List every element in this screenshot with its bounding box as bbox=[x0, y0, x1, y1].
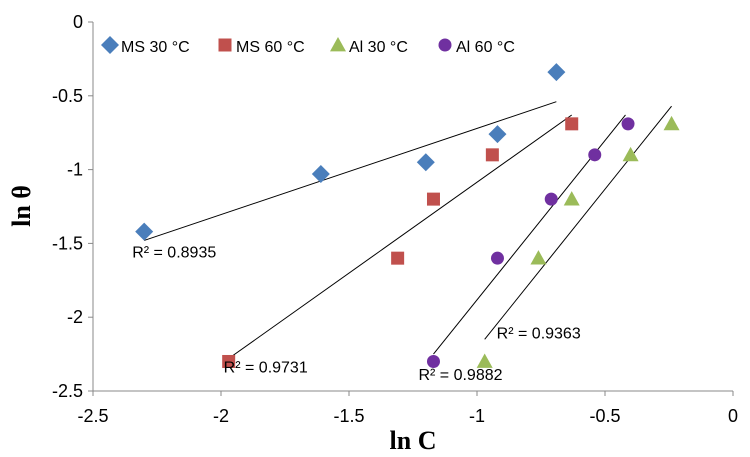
trendlines bbox=[144, 101, 672, 359]
data-point-square bbox=[485, 148, 499, 162]
trendline-ms30 bbox=[144, 101, 557, 241]
x-tick-label: -0.5 bbox=[589, 406, 620, 426]
x-tick-label: -2 bbox=[213, 406, 229, 426]
data-point-triangle bbox=[622, 146, 639, 162]
data-point-diamond bbox=[547, 63, 566, 82]
legend-label: MS 30 °C bbox=[121, 39, 190, 56]
data-point-triangle bbox=[530, 250, 547, 265]
y-tick-label: -1.5 bbox=[52, 233, 83, 253]
y-tick-label: -0.5 bbox=[52, 86, 83, 106]
legend-label: Al 60 °C bbox=[456, 39, 515, 56]
r2-label: R² = 0.9731 bbox=[224, 360, 308, 377]
x-tick-label: -1 bbox=[469, 406, 485, 426]
data-marks bbox=[135, 63, 680, 368]
y-tick-label: 0 bbox=[73, 12, 83, 32]
x-axis-title: ln C bbox=[390, 426, 437, 455]
r2-label: R² = 0.8935 bbox=[132, 244, 216, 261]
trendline-ms60 bbox=[228, 114, 573, 359]
data-point-triangle bbox=[563, 191, 580, 206]
legend-marker bbox=[218, 38, 232, 52]
r2-label: R² = 0.9882 bbox=[418, 367, 502, 384]
legend-label: Al 30 °C bbox=[349, 39, 408, 56]
r2-labels: R² = 0.8935 R² = 0.9731 R² = 0.9363 R² = 0.… bbox=[132, 244, 581, 384]
trendline-al30 bbox=[484, 105, 672, 340]
data-point-diamond bbox=[135, 222, 154, 241]
legend-marker bbox=[101, 36, 119, 54]
data-point-circle bbox=[544, 192, 558, 206]
x-tick-label: -2.5 bbox=[77, 406, 108, 426]
data-point-triangle bbox=[663, 115, 680, 131]
y-tick-label: -2.5 bbox=[52, 381, 83, 401]
data-point-circle bbox=[621, 117, 635, 131]
data-point-diamond bbox=[416, 153, 435, 172]
legend: MS 30 °C MS 60 °C Al 30 °C Al 60 °C bbox=[101, 36, 515, 56]
data-point-triangle bbox=[476, 353, 493, 368]
legend-label: MS 60 °C bbox=[236, 39, 305, 56]
r2-label: R² = 0.9363 bbox=[497, 325, 581, 342]
x-tick-label: 0 bbox=[728, 406, 738, 426]
y-tick-label: -1 bbox=[67, 160, 83, 180]
x-tick-label: -1.5 bbox=[333, 406, 364, 426]
legend-marker bbox=[438, 38, 452, 52]
legend-marker bbox=[330, 37, 346, 52]
data-point-square bbox=[565, 117, 579, 131]
data-point-circle bbox=[490, 251, 504, 265]
data-point-diamond bbox=[311, 165, 330, 184]
data-point-square bbox=[222, 354, 236, 368]
data-point-circle bbox=[588, 148, 602, 162]
y-axis-title: ln θ bbox=[7, 185, 36, 227]
data-point-diamond bbox=[488, 125, 507, 144]
axis-ticks: 0 -0.5 -1 -1.5 -2 -2.5 -2.5 -2 -1.5 -1 -0.5 0 bbox=[52, 12, 738, 426]
data-point-square bbox=[391, 251, 405, 265]
data-point-square bbox=[426, 192, 440, 206]
plot-area bbox=[92, 22, 733, 392]
data-point-circle bbox=[426, 354, 440, 368]
y-tick-label: -2 bbox=[67, 307, 83, 327]
